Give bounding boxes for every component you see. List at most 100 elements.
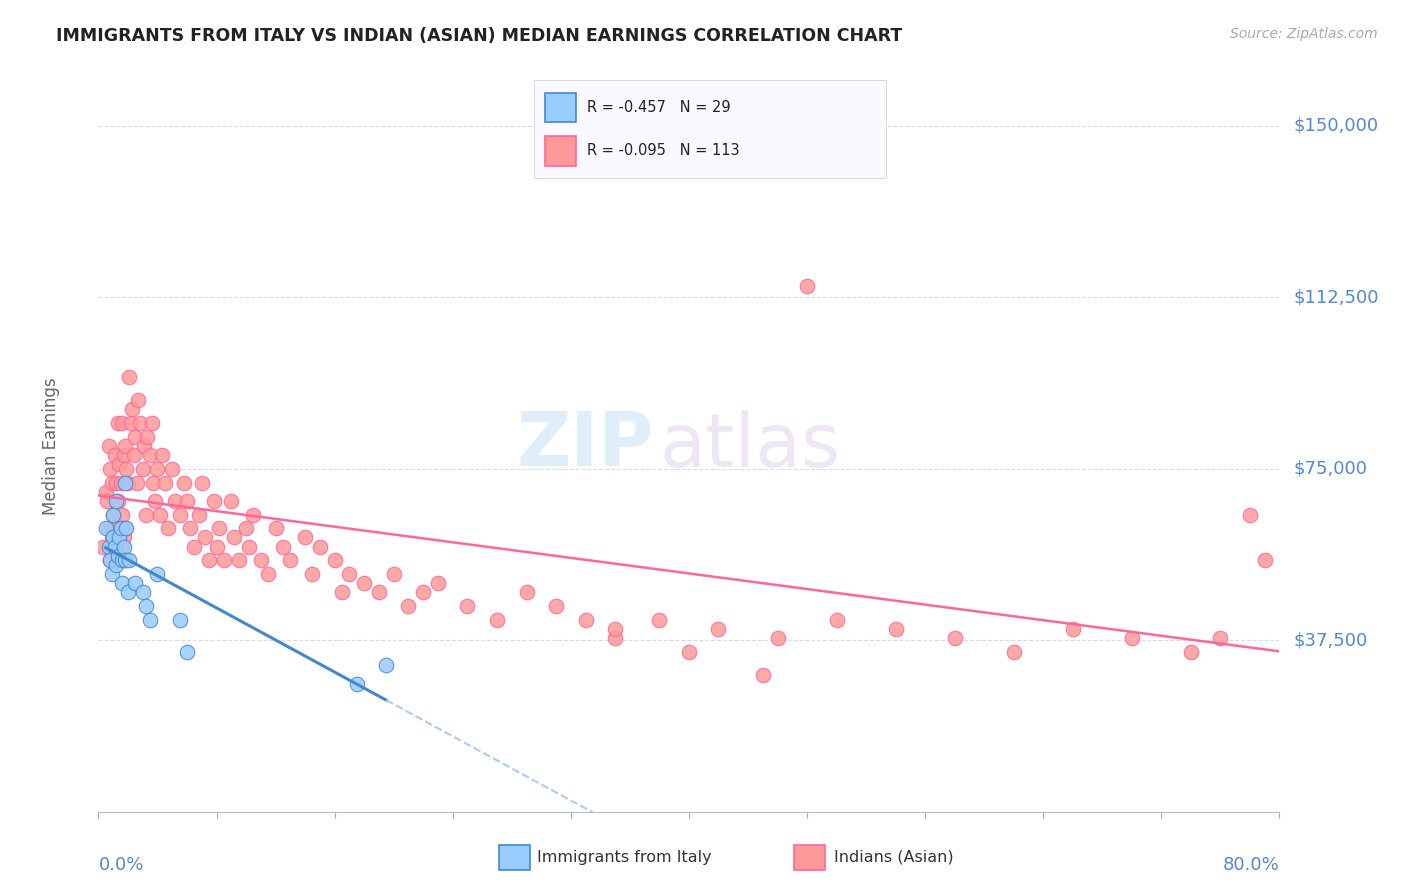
Point [98,553,121,567]
Point [648,613,671,627]
Point [124,576,146,591]
Point [103,508,125,522]
Point [212,553,235,567]
Point [139,613,162,627]
Point [339,567,361,582]
Point [142,475,165,490]
Point [205,540,228,554]
Point [294,530,316,544]
Point [97,439,120,453]
Text: $150,000: $150,000 [1294,117,1378,135]
Point [250,553,273,567]
Point [112,540,135,554]
Point [264,521,287,535]
Point [122,448,145,462]
Point [191,475,214,490]
Point [132,585,155,599]
Point [202,493,225,508]
Point [121,402,143,417]
Point [560,96,582,111]
Point [198,553,221,567]
Point [1209,631,1232,645]
Text: R = -0.095   N = 113: R = -0.095 N = 113 [588,144,740,159]
Point [91,540,114,554]
Point [242,508,264,522]
Text: Source: ZipAtlas.com: Source: ZipAtlas.com [1230,27,1378,41]
Point [146,567,169,582]
Point [156,521,179,535]
Text: $75,000: $75,000 [1294,460,1368,478]
Point [412,585,434,599]
Point [111,416,134,430]
Point [605,631,627,645]
Point [94,521,117,535]
Point [323,553,346,567]
Point [796,279,818,293]
Point [398,599,420,613]
Text: 80.0%: 80.0% [1223,855,1279,873]
Point [105,475,128,490]
Point [766,631,789,645]
Point [153,475,176,490]
Point [221,493,243,508]
Point [103,508,125,522]
Point [235,521,257,535]
Point [707,622,730,636]
Text: $37,500: $37,500 [1294,632,1368,649]
Point [97,540,120,554]
Point [1062,622,1084,636]
Point [228,553,250,567]
Point [97,521,120,535]
Point [546,599,568,613]
Point [107,549,129,563]
Point [169,613,191,627]
Point [125,475,148,490]
Point [120,416,142,430]
Point [135,599,157,613]
Point [1254,553,1277,567]
Point [165,493,187,508]
Point [108,530,131,544]
Point [1180,645,1202,659]
Point [884,622,907,636]
Point [943,631,966,645]
Point [1121,631,1143,645]
FancyBboxPatch shape [544,93,576,122]
Point [114,475,136,490]
Point [1002,645,1025,659]
Point [107,416,129,430]
Point [115,521,138,535]
Point [98,462,121,476]
Point [127,393,149,408]
Point [111,553,134,567]
Point [128,416,150,430]
Point [752,667,775,681]
FancyBboxPatch shape [544,136,576,166]
Point [132,462,155,476]
Point [114,553,136,567]
Point [103,530,125,544]
Point [124,430,146,444]
Point [257,567,280,582]
Point [100,475,122,490]
Text: Immigrants from Italy: Immigrants from Italy [537,850,711,864]
Point [103,540,125,554]
Point [162,462,183,476]
Point [330,585,353,599]
Point [117,585,139,599]
Point [605,622,627,636]
Point [100,567,122,582]
Point [104,540,127,554]
Text: 0.0%: 0.0% [98,855,143,873]
Point [105,493,128,508]
Point [110,521,132,535]
Point [118,370,141,384]
Point [382,567,405,582]
Point [176,645,198,659]
Point [280,553,302,567]
Point [353,576,375,591]
Point [516,585,538,599]
Text: $112,500: $112,500 [1294,288,1379,307]
Point [111,576,134,591]
Point [149,508,172,522]
